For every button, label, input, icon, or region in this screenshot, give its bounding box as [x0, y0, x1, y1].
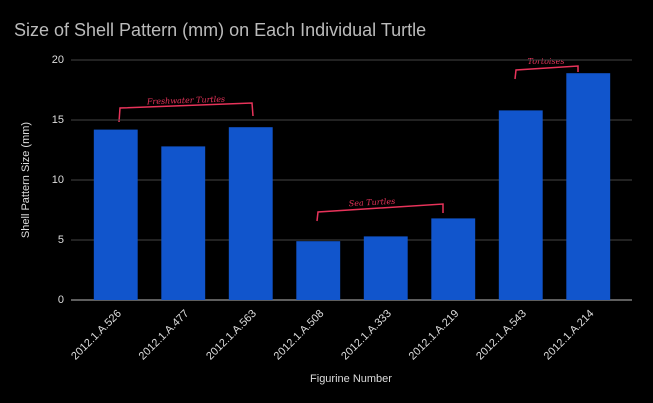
y-axis-title: Shell Pattern Size (mm)	[20, 122, 32, 238]
y-tick-label: 10	[52, 174, 64, 186]
y-tick-label: 0	[58, 294, 64, 306]
bar	[498, 110, 543, 301]
annotation-bracket	[514, 65, 579, 80]
bar	[566, 73, 611, 300]
annotation-bracket	[316, 203, 444, 222]
bar	[431, 218, 476, 300]
annotation: Freshwater Turtles	[146, 95, 226, 107]
bar	[228, 127, 273, 300]
bar	[363, 236, 408, 300]
bar	[296, 241, 341, 300]
y-tick-label: 20	[52, 54, 64, 66]
annotation: Tortoises	[528, 57, 565, 66]
bar	[93, 129, 138, 300]
y-tick-label: 5	[58, 234, 64, 246]
y-tick-label: 15	[52, 114, 64, 126]
chart-title: Size of Shell Pattern (mm) on Each Indiv…	[14, 20, 426, 40]
bar	[161, 146, 206, 300]
annotation: Sea Turtles	[349, 197, 396, 208]
annotation-bracket	[118, 102, 254, 123]
x-axis-title: Figurine Number	[310, 373, 392, 385]
